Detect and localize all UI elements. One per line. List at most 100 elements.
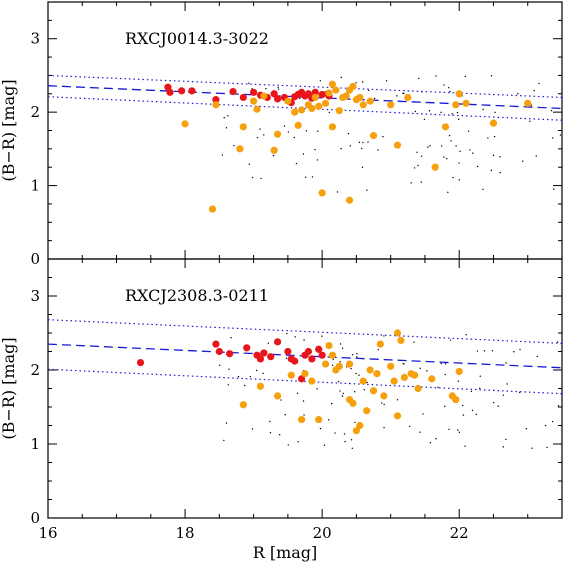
background-point: [316, 388, 318, 390]
background-point: [522, 160, 524, 162]
background-point: [546, 446, 548, 449]
red-member-point: [188, 87, 196, 95]
y-tick-label: 3: [30, 30, 40, 48]
red-member-point: [315, 345, 323, 353]
background-point: [248, 82, 250, 84]
background-point: [319, 427, 322, 430]
orange-member-point: [308, 104, 316, 113]
red-member-point: [243, 344, 251, 352]
red-member-point: [212, 340, 220, 348]
background-point: [499, 171, 501, 174]
orange-member-point: [380, 392, 388, 400]
background-point: [551, 420, 554, 423]
background-point: [493, 401, 495, 404]
background-point: [323, 444, 326, 446]
orange-member-point: [455, 367, 463, 376]
background-point: [363, 389, 365, 391]
background-point: [440, 111, 442, 114]
background-point: [277, 86, 279, 89]
background-point: [283, 125, 286, 127]
orange-member-point: [345, 196, 354, 204]
x-tick-label: 22: [450, 524, 469, 542]
background-point: [544, 424, 547, 427]
upper-bound-line: [47, 74, 563, 99]
background-point: [295, 162, 298, 165]
background-point: [490, 75, 493, 77]
red-member-point: [226, 350, 234, 358]
orange-member-point: [328, 351, 337, 359]
background-point: [479, 375, 481, 377]
y-axis-title: (B−R) [mag]: [0, 79, 18, 181]
orange-member-point: [359, 377, 367, 385]
background-point: [552, 137, 554, 139]
red-member-point: [308, 355, 316, 363]
orange-member-point: [208, 205, 217, 213]
orange-member-point: [301, 370, 309, 378]
background-point: [244, 384, 246, 387]
background-point: [459, 150, 461, 152]
background-point: [491, 350, 494, 352]
background-point: [470, 390, 473, 393]
background-point: [328, 111, 330, 114]
background-point: [373, 97, 376, 100]
background-point: [367, 141, 369, 143]
background-point: [422, 413, 424, 415]
background-point: [457, 118, 460, 120]
background-point: [556, 341, 559, 343]
background-point: [304, 176, 307, 178]
background-point: [259, 128, 261, 130]
lower-bound-line: [47, 96, 563, 121]
orange-member-point: [273, 392, 282, 400]
red-member-point: [270, 90, 278, 98]
y-tick-label: 0: [30, 509, 40, 527]
background-point: [267, 342, 270, 344]
orange-member-point: [411, 371, 419, 379]
background-point: [280, 399, 282, 401]
background-point: [334, 432, 336, 434]
background-point: [462, 414, 465, 416]
background-point: [383, 403, 385, 406]
orange-member-point: [294, 121, 302, 129]
background-point: [356, 352, 358, 355]
orange-member-point: [428, 375, 436, 383]
background-point: [443, 156, 445, 158]
background-point: [531, 447, 533, 449]
background-point: [429, 145, 431, 147]
orange-member-point: [366, 97, 374, 105]
y-tick-label: 0: [30, 250, 40, 268]
background-point: [339, 361, 341, 363]
background-point: [355, 372, 357, 375]
orange-member-point: [256, 382, 265, 390]
background-point: [382, 135, 384, 138]
background-point: [311, 176, 314, 178]
background-point: [410, 182, 412, 184]
orange-member-point: [387, 362, 395, 370]
background-point: [513, 351, 515, 353]
background-point: [447, 191, 449, 193]
background-point: [449, 339, 452, 341]
red-member-point: [212, 96, 220, 104]
background-point: [354, 421, 356, 424]
background-point: [262, 372, 264, 375]
background-point: [427, 146, 429, 148]
background-point: [469, 149, 471, 151]
orange-member-point: [462, 99, 470, 107]
background-point: [557, 405, 560, 407]
background-point: [331, 364, 334, 367]
background-point: [340, 76, 342, 79]
background-point: [361, 81, 364, 83]
y-tick-label: 1: [30, 177, 40, 195]
orange-member-point: [212, 101, 220, 109]
background-point: [303, 414, 305, 416]
background-point: [341, 347, 344, 349]
y-tick-label: 2: [30, 361, 40, 379]
background-point: [536, 355, 538, 358]
orange-member-point: [441, 123, 450, 131]
background-point: [476, 350, 479, 352]
background-point: [269, 420, 271, 423]
background-point: [505, 438, 507, 441]
background-point: [227, 115, 229, 117]
background-point: [435, 438, 437, 440]
background-point: [284, 414, 286, 416]
